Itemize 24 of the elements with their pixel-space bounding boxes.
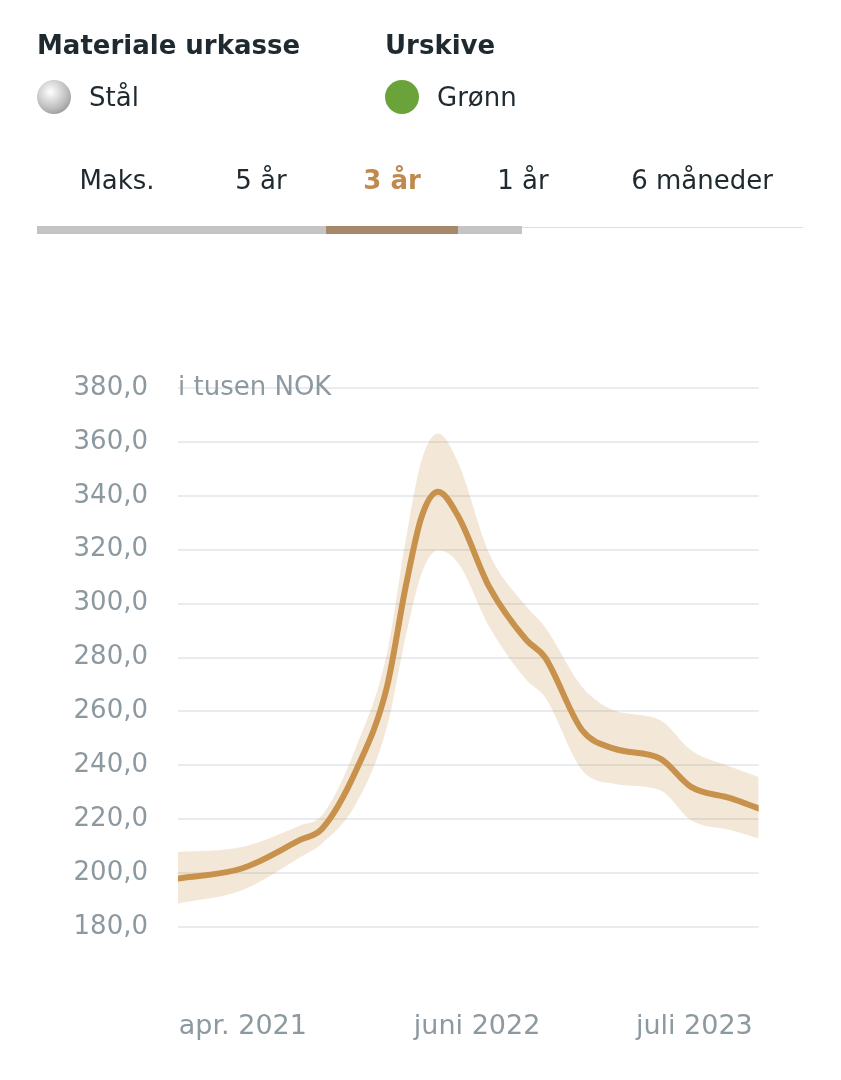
y-tick-label: 180,0 [73,909,148,940]
y-tick-label: 360,0 [73,424,148,455]
y-tick-label: 260,0 [73,694,148,725]
y-tick-label: 240,0 [73,748,148,779]
y-tick-label: 200,0 [73,855,148,886]
x-tick-label: apr. 2021 [178,1009,307,1041]
text: Maks. [79,165,155,195]
y-tick-label: 300,0 [73,586,148,617]
text: 1 år [497,165,549,195]
y-tick-label: 280,0 [73,640,148,671]
x-tick-label: juli 2023 [634,1009,753,1041]
y-tick-label: 340,0 [73,478,148,509]
y-tick-label: 320,0 [73,532,148,563]
text: Urskive [385,30,496,60]
x-tick-label: juni 2022 [412,1009,541,1041]
text: 6 måneder [631,165,773,195]
text: Materiale urkasse [37,30,301,60]
y-tick-label: 220,0 [73,801,148,832]
text: 5 år [235,165,287,195]
text: Grønn [437,82,517,112]
y-axis-title: i tusen NOK [178,370,333,401]
text: Stål [89,82,139,112]
y-tick-label: 380,0 [73,370,148,401]
text: 3 år [363,165,421,195]
